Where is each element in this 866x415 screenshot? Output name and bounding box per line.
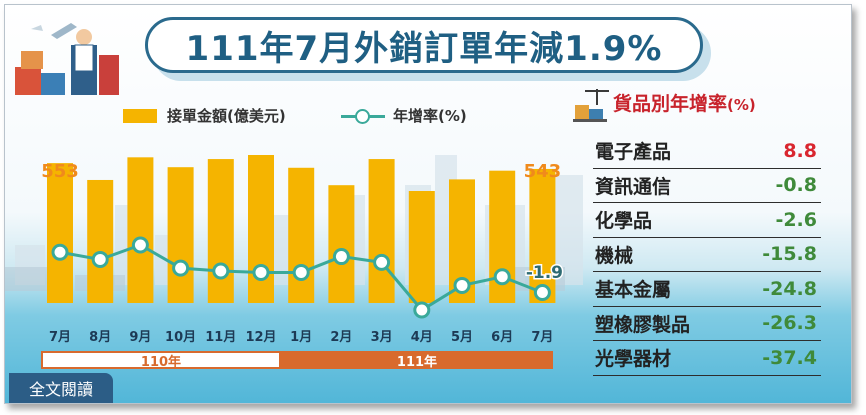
x-tick-label: 10月 bbox=[165, 330, 196, 345]
orders-chart: 7月 8月 9月 10月 11月 12月 1月 2月 3月 4月 5月 6月 7月 553 543 -1.9 bbox=[41, 155, 564, 345]
growth-rate-point bbox=[453, 276, 471, 294]
growth-rate-point bbox=[252, 263, 270, 281]
bar-6 bbox=[288, 167, 315, 303]
legend-bar-swatch bbox=[123, 108, 157, 123]
goods-value: -15.8 bbox=[762, 243, 817, 266]
trade-illustration bbox=[15, 23, 119, 95]
growth-rate-point bbox=[493, 268, 511, 286]
goods-value: 8.8 bbox=[783, 139, 817, 162]
growth-rate-point bbox=[51, 243, 69, 261]
first-bar-value: 553 bbox=[41, 161, 79, 182]
bar-4 bbox=[207, 159, 234, 303]
goods-name: 機械 bbox=[595, 244, 634, 267]
legend-line-label: 年增率(%) bbox=[393, 107, 467, 125]
goods-row: 電子產品 8.8 bbox=[593, 134, 821, 169]
infographic-frame: 111年7月外銷訂單年減1.9% 接單金額(億美元) 年增率(%) 7月 8月 9月… bbox=[4, 4, 852, 404]
year-group-110: 110年 bbox=[41, 351, 281, 370]
goods-row: 資訊通信 -0.8 bbox=[593, 169, 821, 203]
goods-name: 電子產品 bbox=[595, 141, 672, 164]
x-tick-label: 9月 bbox=[129, 330, 151, 345]
x-tick-label: 12月 bbox=[245, 330, 276, 345]
year-group-111: 111年 bbox=[281, 351, 553, 370]
goods-row: 化學品 -2.6 bbox=[593, 203, 821, 238]
goods-row: 塑橡膠製品 -26.3 bbox=[593, 307, 821, 341]
growth-rate-point bbox=[172, 259, 190, 277]
x-tick-label: 7月 bbox=[531, 330, 553, 345]
x-tick-label: 4月 bbox=[411, 330, 433, 345]
x-tick-label: 3月 bbox=[371, 330, 393, 345]
x-tick-label: 2月 bbox=[330, 330, 352, 345]
x-tick-label: 5月 bbox=[451, 330, 473, 345]
legend-bar: 接單金額(億美元) bbox=[123, 105, 286, 126]
growth-rate-point bbox=[332, 248, 350, 266]
goods-value: -26.3 bbox=[762, 312, 817, 335]
x-tick-label: 1月 bbox=[290, 330, 312, 345]
read-all-button[interactable]: 全文閱讀 bbox=[9, 373, 113, 403]
goods-name: 化學品 bbox=[595, 210, 653, 233]
page-title: 111年7月外銷訂單年減1.9% bbox=[145, 17, 703, 73]
growth-rate-point bbox=[131, 236, 149, 254]
x-tick-label: 7月 bbox=[49, 330, 71, 345]
bar-12 bbox=[529, 168, 556, 303]
goods-value: -0.8 bbox=[775, 174, 817, 197]
goods-value: -2.6 bbox=[775, 208, 817, 231]
growth-rate-point bbox=[91, 250, 109, 268]
x-tick-label: 11月 bbox=[205, 330, 236, 345]
goods-title-unit: (%) bbox=[727, 96, 756, 114]
goods-growth-table: 電子產品 8.8 資訊通信 -0.8 化學品 -2.6 機械 -15.8 基本金屬 -24.8 塑橡… bbox=[593, 134, 821, 376]
bar-0 bbox=[47, 163, 73, 303]
bar-8 bbox=[368, 159, 395, 303]
legend-line: 年增率(%) bbox=[341, 105, 467, 126]
goods-name: 資訊通信 bbox=[595, 175, 672, 198]
growth-rate-point bbox=[533, 284, 551, 302]
goods-row: 光學器材 -37.4 bbox=[593, 341, 821, 376]
growth-rate-point bbox=[292, 263, 310, 281]
goods-name: 塑橡膠製品 bbox=[595, 313, 691, 336]
goods-name: 基本金屬 bbox=[595, 279, 672, 302]
legend-line-swatch bbox=[341, 108, 385, 124]
goods-value: -24.8 bbox=[762, 277, 817, 300]
x-tick-label: 6月 bbox=[491, 330, 513, 345]
bar-9 bbox=[408, 191, 435, 303]
bar-7 bbox=[328, 185, 355, 303]
goods-value: -37.4 bbox=[762, 346, 817, 369]
last-bar-value: 543 bbox=[524, 161, 562, 182]
x-tick-label: 8月 bbox=[89, 330, 111, 345]
bar-3 bbox=[167, 167, 194, 303]
bar-2 bbox=[127, 157, 154, 303]
last-point-value: -1.9 bbox=[526, 263, 563, 283]
growth-rate-point bbox=[373, 253, 391, 271]
growth-rate-point bbox=[212, 262, 230, 280]
bar-1 bbox=[87, 179, 114, 303]
goods-name: 光學器材 bbox=[595, 348, 672, 371]
container-crane-icon bbox=[573, 89, 609, 122]
goods-title: 貨品別年增率(%) bbox=[613, 89, 756, 116]
goods-title-text: 貨品別年增率 bbox=[613, 93, 728, 115]
goods-row: 機械 -15.8 bbox=[593, 238, 821, 272]
growth-rate-point bbox=[413, 301, 431, 319]
goods-row: 基本金屬 -24.8 bbox=[593, 272, 821, 307]
legend-bar-label: 接單金額(億美元) bbox=[167, 107, 286, 125]
